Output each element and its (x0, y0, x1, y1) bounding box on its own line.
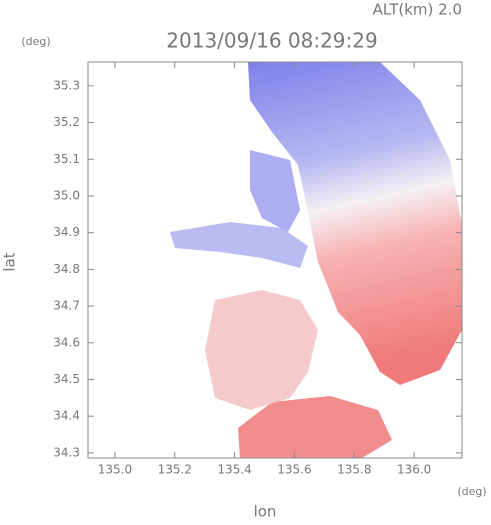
radar-field (170, 62, 462, 458)
y-tick-label: 34.8 (53, 262, 80, 276)
chart-title: 2013/09/16 08:29:29 (166, 29, 377, 53)
y-tick-label: 34.5 (53, 372, 80, 386)
y-tick-label: 35.1 (53, 152, 80, 166)
echo-region (170, 222, 308, 268)
y-unit: (deg) (21, 35, 50, 48)
x-tick-label: 135.0 (98, 463, 132, 477)
x-axis-label: lon (254, 503, 277, 521)
x-tick-label: 135.2 (158, 463, 192, 477)
y-tick-label: 34.7 (53, 299, 80, 313)
x-tick-label: 135.6 (277, 463, 311, 477)
echo-region (250, 150, 300, 232)
y-tick-label: 34.9 (53, 225, 80, 239)
echo-region (238, 396, 392, 458)
y-tick-label: 35.3 (53, 78, 80, 92)
y-tick-label: 34.6 (53, 335, 80, 349)
y-tick-label: 35.0 (53, 188, 80, 202)
y-tick-label: 34.3 (53, 445, 80, 459)
echo-region (248, 62, 462, 385)
x-tick-label: 135.4 (217, 463, 251, 477)
y-tick-label: 35.2 (53, 115, 80, 129)
echo-region (205, 290, 318, 410)
x-unit: (deg) (457, 485, 486, 498)
altitude-label: ALT(km) 2.0 (373, 1, 462, 19)
x-tick-label: 135.8 (337, 463, 371, 477)
y-tick-label: 34.4 (53, 409, 80, 423)
y-axis-label: lat (1, 252, 19, 271)
plot-frame (87, 61, 463, 459)
x-tick-label: 136.0 (397, 463, 431, 477)
